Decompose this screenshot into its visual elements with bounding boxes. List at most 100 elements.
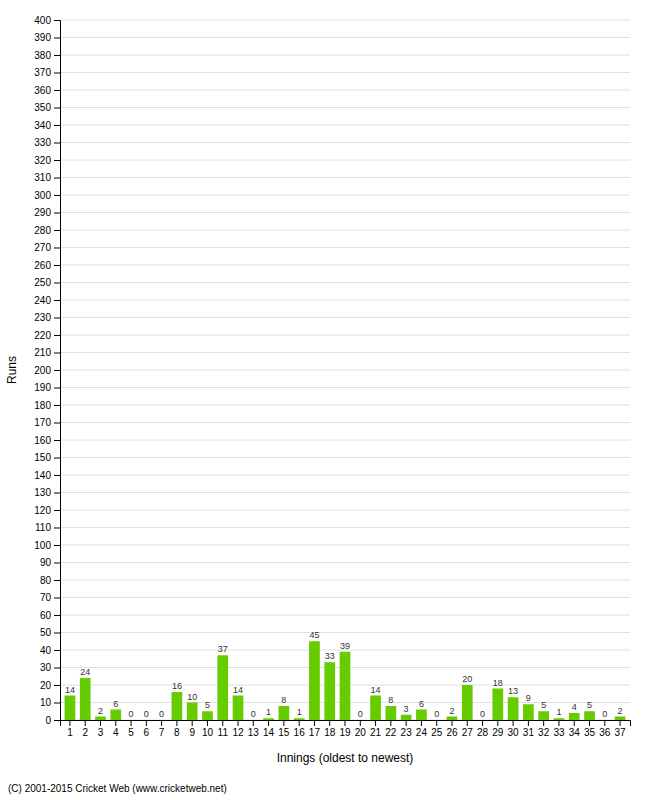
x-tick: 20 xyxy=(355,720,367,738)
y-tick-label: 140 xyxy=(34,470,51,481)
y-tick: 290 xyxy=(34,207,60,218)
x-tick-mark xyxy=(69,720,70,726)
y-tick-mark xyxy=(54,38,60,39)
bar xyxy=(248,720,259,721)
x-tick-mark xyxy=(192,720,193,726)
y-tick-mark xyxy=(54,300,60,301)
bar xyxy=(324,662,335,720)
y-tick-mark xyxy=(54,178,60,179)
x-tick: 8 xyxy=(174,720,180,738)
bar xyxy=(569,713,580,720)
grid-line xyxy=(60,20,630,21)
bar xyxy=(110,710,121,721)
y-tick: 330 xyxy=(34,137,60,148)
bar xyxy=(65,696,76,721)
x-tick-mark xyxy=(329,720,330,726)
y-tick-mark xyxy=(54,493,60,494)
x-tick: 24 xyxy=(416,720,428,738)
grid-line xyxy=(60,282,630,283)
y-tick-mark xyxy=(54,73,60,74)
plot: 1234567891011121314151617181920212223242… xyxy=(34,15,630,738)
grid-line xyxy=(60,212,630,213)
x-tick: 11 xyxy=(218,720,229,738)
data-label: 6 xyxy=(419,699,424,709)
grid-line xyxy=(60,317,630,318)
x-tick-label: 31 xyxy=(523,727,535,738)
x-tick-mark xyxy=(314,720,315,726)
x-tick: 13 xyxy=(248,720,260,738)
y-tick-label: 10 xyxy=(40,697,52,708)
grid-line xyxy=(60,247,630,248)
x-tick-label: 27 xyxy=(462,727,474,738)
data-label: 5 xyxy=(587,700,592,710)
y-tick-mark xyxy=(54,650,60,651)
y-tick-mark xyxy=(54,685,60,686)
grid-line xyxy=(60,615,630,616)
y-tick-label: 310 xyxy=(34,172,51,183)
grid-line xyxy=(60,195,630,196)
y-tick-mark xyxy=(54,563,60,564)
bar xyxy=(80,678,91,720)
x-tick: 37 xyxy=(615,720,627,738)
x-tick-label: 37 xyxy=(615,727,627,738)
x-tick-label: 4 xyxy=(113,727,119,738)
data-label: 6 xyxy=(113,699,118,709)
bar xyxy=(385,706,396,720)
bar xyxy=(263,718,274,720)
grid xyxy=(60,20,630,720)
bar xyxy=(523,704,534,720)
data-label: 0 xyxy=(129,709,134,719)
y-tick: 280 xyxy=(34,225,60,236)
x-axis-title: Innings (oldest to newest) xyxy=(277,751,414,765)
bar xyxy=(95,717,106,721)
x-tick: 25 xyxy=(431,720,443,738)
grid-line xyxy=(60,562,630,563)
y-tick-mark xyxy=(54,440,60,441)
x-tick-label: 10 xyxy=(202,727,214,738)
y-tick: 40 xyxy=(40,645,60,656)
x-tick-label: 12 xyxy=(232,727,244,738)
x-tick-mark xyxy=(558,720,559,726)
data-label: 33 xyxy=(325,651,335,661)
y-tick-mark xyxy=(54,195,60,196)
x-tick-mark xyxy=(513,720,514,726)
x-tick-label: 26 xyxy=(446,727,458,738)
data-label: 1 xyxy=(266,707,271,717)
bar xyxy=(416,710,427,721)
grid-line xyxy=(60,527,630,528)
y-tick-mark xyxy=(54,545,60,546)
grid-line xyxy=(60,265,630,266)
x-tick-label: 1 xyxy=(67,727,73,738)
bar xyxy=(477,720,488,721)
x-tick: 6 xyxy=(144,720,150,738)
grid-line xyxy=(60,632,630,633)
grid-line xyxy=(60,107,630,108)
data-label: 9 xyxy=(526,693,531,703)
y-tick-label: 170 xyxy=(34,417,51,428)
data-label: 0 xyxy=(602,709,607,719)
grid-line xyxy=(60,510,630,511)
y-tick-label: 120 xyxy=(34,505,51,516)
data-label: 45 xyxy=(309,630,319,640)
y-tick-mark xyxy=(54,370,60,371)
x-tick: 1 xyxy=(67,720,73,738)
grid-line xyxy=(60,125,630,126)
x-tick: 34 xyxy=(569,720,581,738)
bar xyxy=(538,711,549,720)
bar xyxy=(217,655,228,720)
bar xyxy=(370,696,381,721)
bar xyxy=(615,717,626,721)
grid-line xyxy=(60,230,630,231)
grid-line xyxy=(60,370,630,371)
x-tick-label: 25 xyxy=(431,727,443,738)
y-tick-mark xyxy=(54,108,60,109)
x-tick-mark xyxy=(574,720,575,726)
x-tick-mark xyxy=(528,720,529,726)
x-tick: 26 xyxy=(446,720,458,738)
y-tick-mark xyxy=(54,20,60,21)
y-tick: 250 xyxy=(34,277,60,288)
y-tick: 310 xyxy=(34,172,60,183)
grid-line xyxy=(60,160,630,161)
y-tick: 140 xyxy=(34,470,60,481)
y-tick-label: 200 xyxy=(34,365,51,376)
